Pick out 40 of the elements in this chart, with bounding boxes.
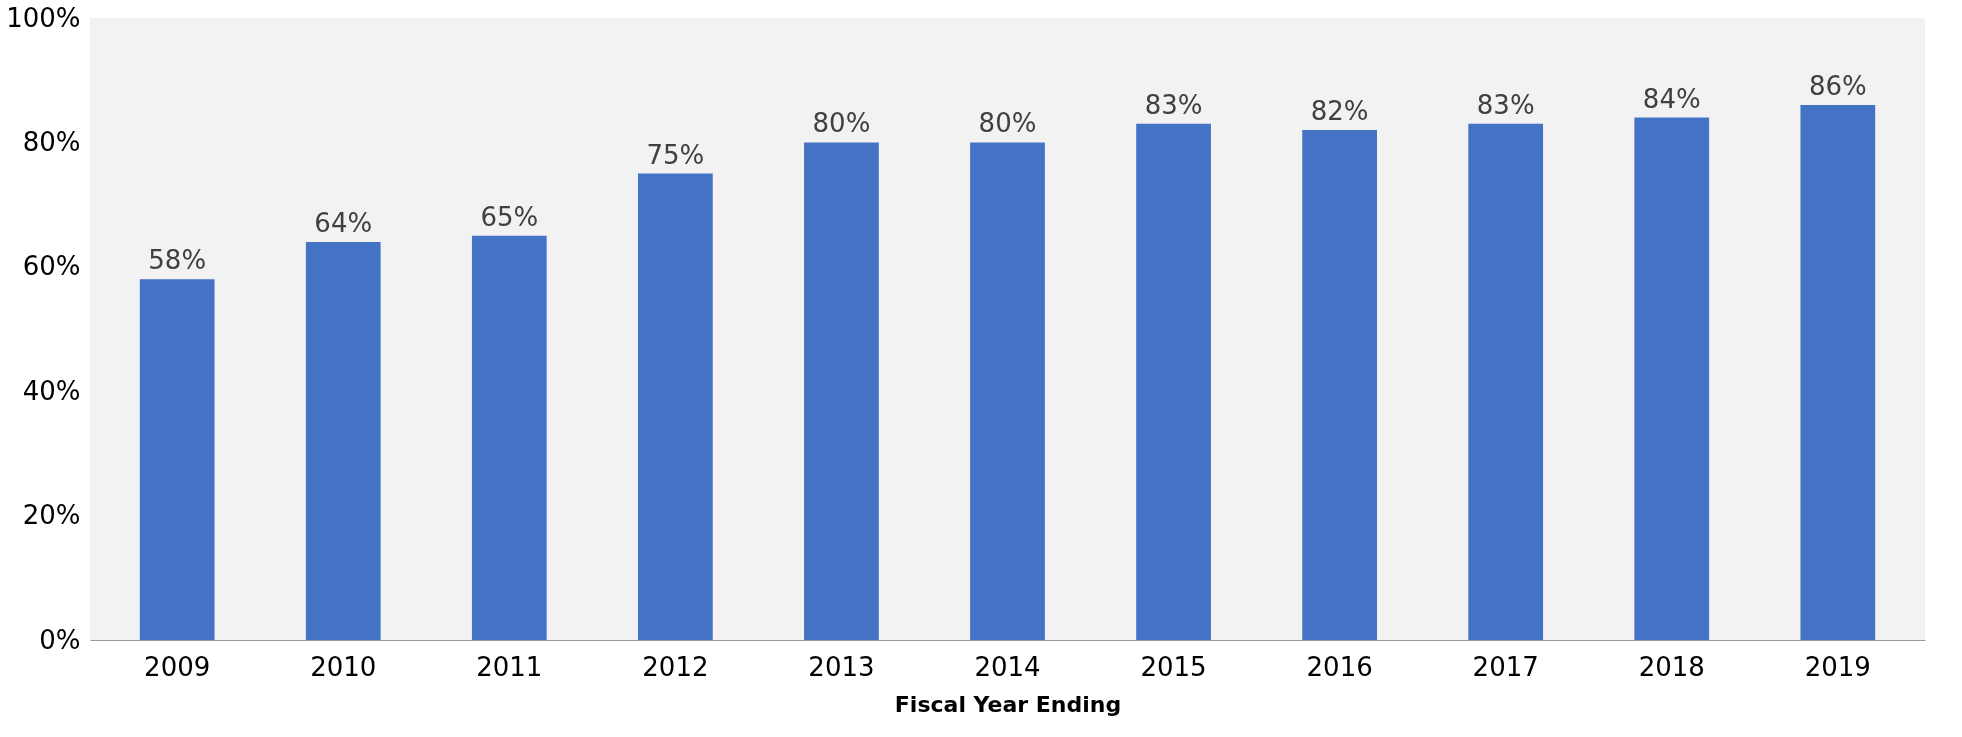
bar [1302,129,1377,640]
x-tick-label: 2012 [642,651,709,682]
bar [305,241,381,640]
data-label: 82% [1310,95,1369,126]
bar [1468,123,1544,640]
x-tick-label: 2019 [1804,651,1871,682]
y-tick-label: 20% [22,500,81,531]
bar [1136,123,1211,640]
data-label: 84% [1642,83,1701,114]
bar [804,142,879,640]
bar [1634,117,1710,640]
x-tick-label: 2011 [476,651,543,682]
data-label: 58% [148,245,207,276]
data-label: 86% [1808,71,1867,102]
data-label: 80% [978,108,1037,139]
y-tick-label: 100% [6,2,81,33]
x-tick-label: 2014 [974,651,1041,682]
y-tick-label: 60% [22,251,81,282]
x-tick-label: 2015 [1140,651,1207,682]
data-label: 83% [1476,89,1535,120]
data-label: 64% [314,207,373,238]
x-tick-label: 2010 [310,651,377,682]
x-tick-label: 2013 [808,651,875,682]
x-tick-label: 2017 [1472,651,1539,682]
data-label: 75% [646,139,705,170]
data-label: 65% [480,201,539,232]
x-tick-label: 2009 [144,651,211,682]
x-axis-title: Fiscal Year Ending [894,691,1122,717]
bar [970,142,1045,640]
y-tick-label: 80% [22,126,81,157]
y-tick-label: 0% [39,624,81,655]
bar [139,279,215,640]
x-tick-label: 2018 [1638,651,1705,682]
data-label: 83% [1144,89,1203,120]
y-tick-label: 40% [22,375,81,406]
x-tick-label: 2016 [1306,651,1373,682]
data-label: 80% [812,108,871,139]
bar [1800,105,1876,640]
bar [471,235,547,640]
bar [638,173,713,640]
